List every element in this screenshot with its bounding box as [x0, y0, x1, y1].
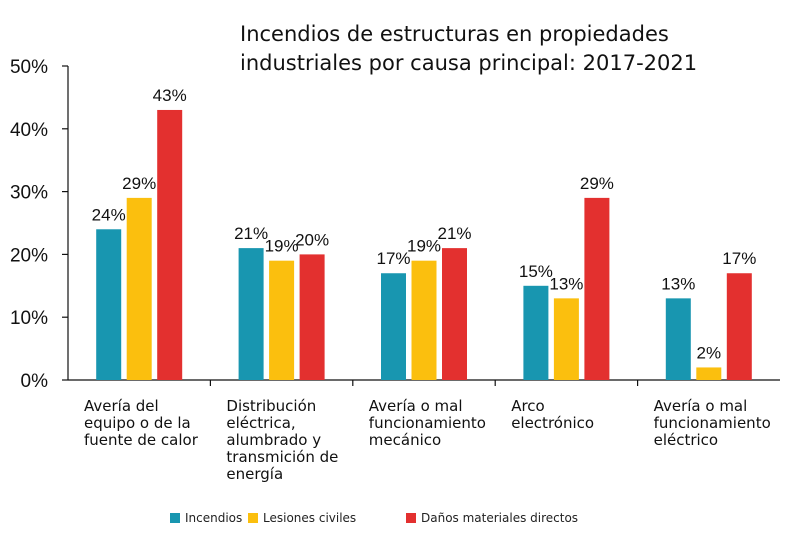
- bar: [523, 285, 549, 380]
- category-label-line: funcionamiento: [368, 414, 486, 432]
- category-label: Avería del equipo o de la fuente de calor: [84, 398, 198, 449]
- data-label: 43%: [153, 86, 187, 105]
- bar: [665, 298, 691, 380]
- bar: [553, 298, 579, 380]
- category-label-line: Avería del: [84, 397, 159, 415]
- data-label: 19%: [407, 237, 441, 256]
- category-label-line: Arco: [511, 397, 545, 415]
- legend: Incendios Lesiones civiles Daños materia…: [0, 511, 800, 531]
- category-label-line: eléctrico: [653, 431, 719, 449]
- data-label: 29%: [122, 174, 156, 193]
- category-label-line: Avería o mal: [653, 397, 748, 415]
- y-tick-label: 10%: [10, 308, 48, 329]
- data-label: 19%: [265, 237, 299, 256]
- data-label: 24%: [92, 205, 126, 224]
- bar: [238, 248, 264, 380]
- bar: [157, 109, 183, 381]
- category-label-line: mecánico: [368, 431, 442, 449]
- chart-title-line-2: industriales por causa principal: 2017-2…: [240, 51, 698, 75]
- category-label-line: transmición de: [226, 448, 339, 466]
- bar: [411, 260, 437, 380]
- category-label-line: energía: [226, 465, 284, 483]
- category-label: Avería o mal funcionamiento eléctrico: [654, 398, 771, 449]
- category-label-line: Avería o mal: [368, 397, 463, 415]
- legend-swatch-incendios: [170, 513, 180, 523]
- bar: [126, 197, 152, 380]
- data-label: 21%: [437, 224, 471, 243]
- data-label: 15%: [519, 262, 553, 281]
- data-label: 13%: [549, 274, 583, 293]
- data-label: 20%: [295, 230, 329, 249]
- data-label: 29%: [580, 174, 614, 193]
- chart-title: Incendios de estructuras en propiedades …: [240, 20, 780, 78]
- data-label: 2%: [697, 343, 722, 362]
- category-label: Distribución eléctrica, alumbrado y transmi…: [226, 398, 338, 483]
- legend-label-incendios: Incendios: [185, 511, 243, 525]
- bar: [442, 248, 467, 380]
- legend-item-danos-materiales: Daños materiales directos: [406, 511, 578, 525]
- legend-swatch-danos-materiales: [406, 513, 416, 523]
- category-label-line: eléctrica,: [226, 414, 296, 432]
- bar: [696, 367, 722, 380]
- bar: [381, 273, 406, 380]
- data-label: 17%: [722, 249, 756, 268]
- data-label: 13%: [661, 274, 695, 293]
- y-tick-label: 20%: [10, 245, 48, 266]
- legend-item-incendios: Incendios: [170, 511, 242, 525]
- y-tick-label: 40%: [10, 120, 48, 141]
- data-label: 17%: [376, 249, 410, 268]
- category-label-line: fuente de calor: [84, 431, 198, 449]
- y-tick-label: 30%: [10, 183, 48, 204]
- bar: [96, 229, 122, 380]
- category-label-line: electrónico: [511, 414, 595, 432]
- bar: [269, 260, 295, 380]
- bar: [584, 197, 610, 380]
- legend-label-lesiones-civiles: Lesiones civiles: [263, 511, 357, 525]
- category-label-line: equipo o de la: [84, 414, 191, 432]
- legend-swatch-lesiones-civiles: [248, 513, 258, 523]
- category-label-line: alumbrado y: [226, 431, 322, 449]
- category-label-line: Distribución: [226, 397, 317, 415]
- chart-title-line-1: Incendios de estructuras en propiedades: [240, 22, 669, 46]
- data-label: 21%: [234, 224, 268, 243]
- category-label-line: funcionamiento: [653, 414, 771, 432]
- legend-label-danos-materiales: Daños materiales directos: [421, 511, 579, 525]
- y-tick-label: 0%: [21, 371, 49, 392]
- bar: [299, 254, 325, 380]
- legend-item-lesiones-civiles: Lesiones civiles: [248, 511, 356, 525]
- category-label: Arco electrónico: [511, 398, 594, 432]
- y-tick-label: 50%: [10, 57, 48, 78]
- category-label: Avería o mal funcionamiento mecánico: [369, 398, 486, 449]
- bar: [726, 273, 752, 380]
